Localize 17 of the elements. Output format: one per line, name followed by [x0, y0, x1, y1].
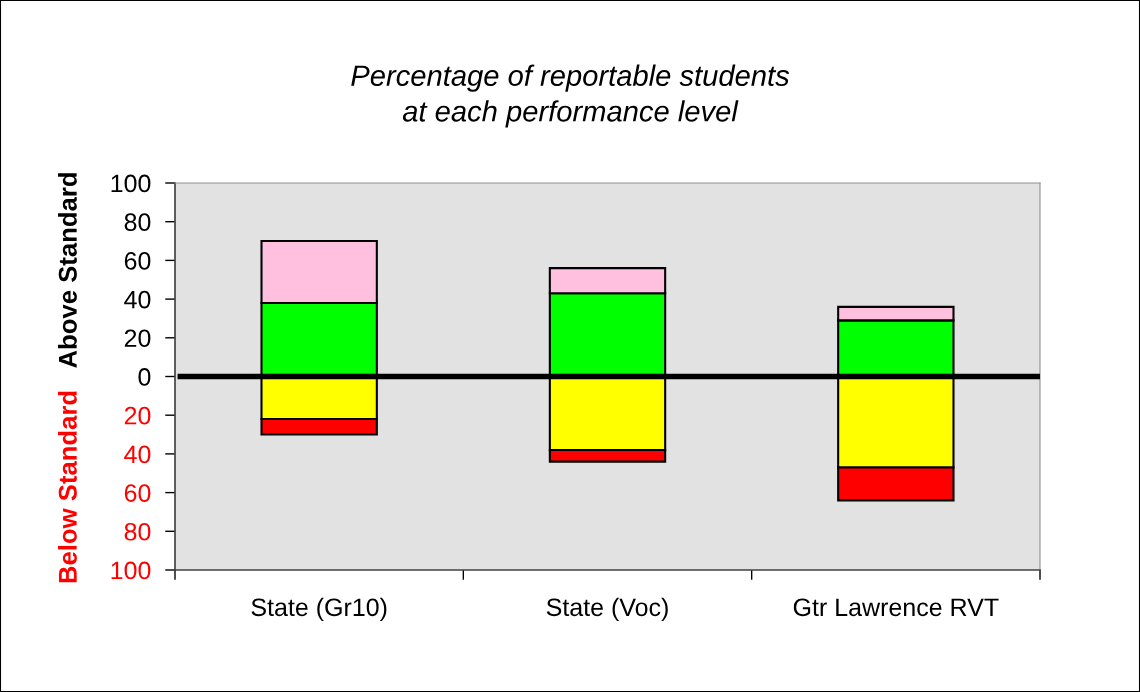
text: Below Standard	[58, 391, 77, 583]
y-axis-title: Above Standard	[58, 173, 77, 368]
y-tick-label: 80	[124, 213, 151, 231]
y-tick-label: 60	[124, 252, 151, 270]
y-tick-label: 60	[124, 484, 151, 502]
y-tick-label: 40	[124, 445, 151, 464]
y-tick-label: 20	[124, 406, 151, 425]
y-tick-label: 80	[124, 522, 151, 541]
chart-title: Percentage of reportable students at each performance level	[351, 64, 790, 128]
x-tick-label: State (Gr10)	[251, 597, 387, 622]
y-tick-label: 100	[111, 174, 151, 193]
x-tick-label: State (Voc)	[546, 597, 668, 622]
x-tick-label: Gtr Lawrence RVT	[793, 598, 999, 617]
y-tick-label: 0	[138, 368, 151, 386]
y-tick-label: 40	[124, 290, 151, 309]
y-tick-label: 100	[111, 561, 151, 580]
y-tick-label: 20	[124, 329, 151, 348]
